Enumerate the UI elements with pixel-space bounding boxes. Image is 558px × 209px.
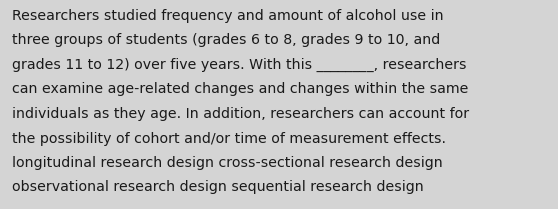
Text: longitudinal research design cross-sectional research design: longitudinal research design cross-secti… (12, 156, 442, 170)
Text: grades 11 to 12) over five years. With this ________, researchers: grades 11 to 12) over five years. With t… (12, 58, 466, 72)
Text: three groups of students (grades 6 to 8, grades 9 to 10, and: three groups of students (grades 6 to 8,… (12, 33, 440, 47)
Text: individuals as they age. In addition, researchers can account for: individuals as they age. In addition, re… (12, 107, 469, 121)
Text: observational research design sequential research design: observational research design sequential… (12, 181, 424, 195)
Text: can examine age-related changes and changes within the same: can examine age-related changes and chan… (12, 83, 468, 97)
Text: the possibility of cohort and/or time of measurement effects.: the possibility of cohort and/or time of… (12, 131, 446, 145)
Text: Researchers studied frequency and amount of alcohol use in: Researchers studied frequency and amount… (12, 9, 444, 23)
